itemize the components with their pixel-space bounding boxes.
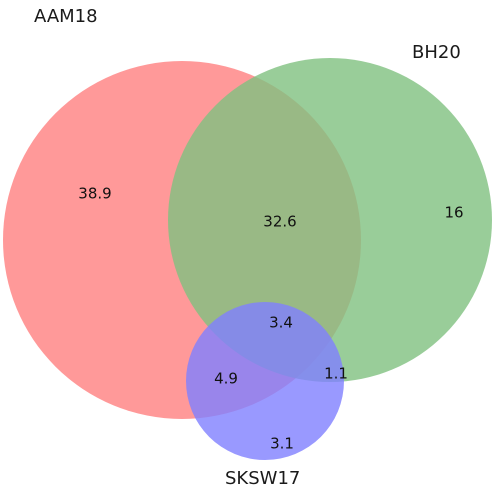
set-circle-bh20 bbox=[168, 58, 492, 382]
set-label-bh20: BH20 bbox=[412, 42, 461, 63]
set-label-aam18: AAM18 bbox=[34, 6, 98, 27]
region-label-a-only: 38.9 bbox=[78, 185, 111, 203]
region-label-ab-only: 32.6 bbox=[263, 213, 296, 231]
region-label-c-only: 3.1 bbox=[270, 435, 294, 453]
region-label-abc: 3.4 bbox=[269, 314, 293, 332]
set-circle-sksw17 bbox=[186, 302, 344, 460]
set-label-sksw17: SKSW17 bbox=[225, 468, 300, 486]
region-label-ac-only: 4.9 bbox=[214, 370, 238, 388]
region-label-b-only: 16 bbox=[444, 204, 463, 222]
region-label-bc-only: 1.1 bbox=[324, 365, 348, 383]
